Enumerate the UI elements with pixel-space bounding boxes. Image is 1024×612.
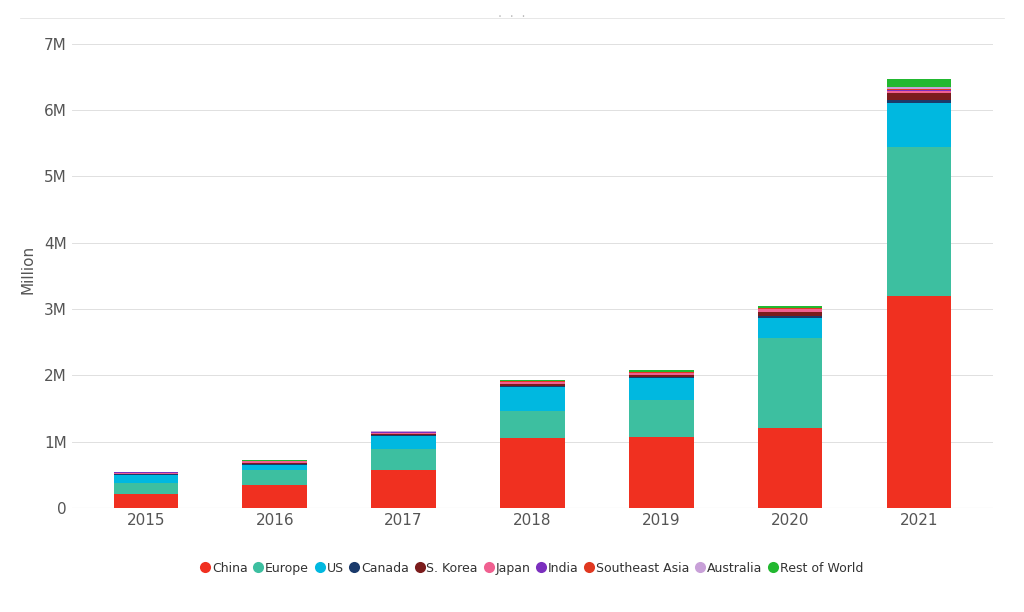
- Bar: [887, 93, 951, 100]
- Bar: [758, 310, 822, 312]
- Bar: [501, 379, 564, 381]
- Bar: [114, 475, 178, 483]
- Bar: [758, 312, 822, 316]
- Bar: [629, 378, 693, 400]
- Bar: [372, 435, 436, 436]
- Y-axis label: Million: Million: [20, 245, 36, 294]
- Bar: [887, 88, 951, 89]
- Bar: [629, 375, 693, 377]
- Bar: [243, 463, 307, 464]
- Bar: [501, 387, 564, 411]
- Bar: [758, 305, 822, 308]
- Bar: [887, 147, 951, 296]
- Bar: [629, 400, 693, 438]
- Bar: [887, 296, 951, 508]
- Bar: [629, 370, 693, 371]
- Bar: [501, 386, 564, 387]
- Bar: [887, 91, 951, 93]
- Bar: [372, 469, 436, 508]
- Bar: [243, 461, 307, 463]
- Bar: [758, 308, 822, 309]
- Bar: [629, 372, 693, 373]
- Bar: [887, 100, 951, 103]
- Bar: [372, 433, 436, 434]
- Bar: [243, 465, 307, 471]
- Bar: [629, 373, 693, 375]
- Bar: [758, 428, 822, 508]
- Bar: [629, 438, 693, 508]
- Bar: [501, 411, 564, 438]
- Bar: [372, 436, 436, 449]
- Bar: [243, 485, 307, 508]
- Bar: [887, 89, 951, 91]
- Bar: [887, 79, 951, 88]
- Bar: [114, 472, 178, 474]
- Text: . . .: . . .: [498, 9, 526, 19]
- Bar: [372, 449, 436, 469]
- Bar: [114, 483, 178, 494]
- Bar: [114, 494, 178, 508]
- Bar: [501, 438, 564, 508]
- Bar: [629, 377, 693, 378]
- Legend: China, Europe, US, Canada, S. Korea, Japan, India, Southeast Asia, Australia, Re: China, Europe, US, Canada, S. Korea, Jap…: [202, 562, 863, 575]
- Bar: [758, 318, 822, 338]
- Bar: [501, 382, 564, 384]
- Bar: [758, 338, 822, 428]
- Bar: [243, 471, 307, 485]
- Bar: [372, 434, 436, 435]
- Bar: [243, 464, 307, 465]
- Bar: [114, 474, 178, 475]
- Bar: [758, 316, 822, 318]
- Bar: [887, 103, 951, 147]
- Bar: [501, 384, 564, 386]
